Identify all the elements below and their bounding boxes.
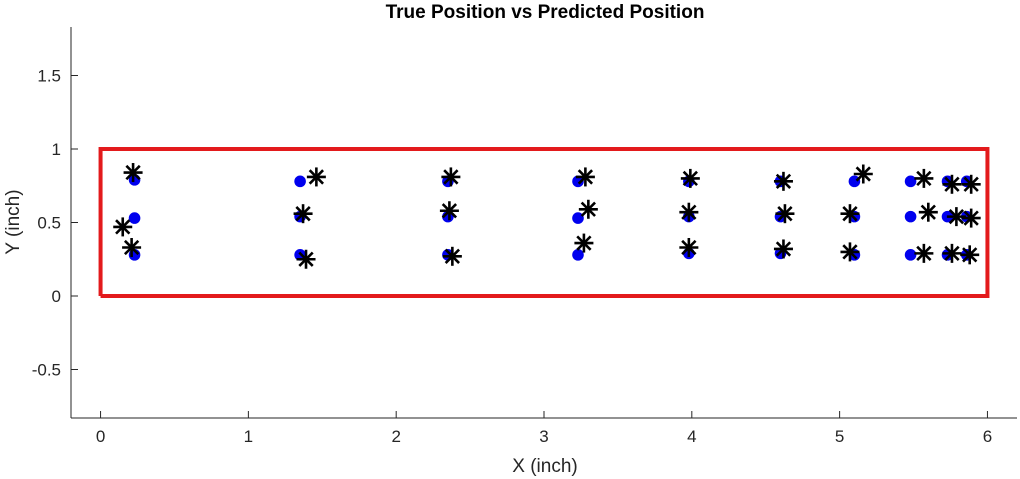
x-tick-label: 4 [687,427,696,446]
predicted-position-point [961,174,981,194]
y-tick-label: 0.5 [37,214,61,233]
boundary-rectangle [98,147,990,298]
predicted-position-point [680,168,700,188]
predicted-position-point [840,242,860,262]
predicted-position-point [293,204,313,224]
predicted-position-point [914,243,934,263]
predicted-position-point [306,167,326,187]
true-position-point [904,249,917,261]
x-tick-label: 6 [983,427,992,446]
predicted-position-point [442,246,462,266]
true-position-point [572,249,584,261]
predicted-position-point [679,237,699,257]
data-series [113,163,981,269]
predicted-position-point [840,204,860,224]
predicted-position-point [122,237,142,257]
predicted-position-point [961,208,981,228]
true-position-point [294,175,306,188]
predicted-position-point [918,202,938,222]
x-tick-label: 2 [391,427,400,446]
predicted-position-point [942,243,962,263]
predicted-position-point [575,167,595,187]
y-tick-label: 1.5 [37,67,61,86]
predicted-position-point [773,171,793,191]
predicted-position-series [113,163,981,269]
y-axis-ticks: -0.5 0 0.5 1 1.5 [32,67,78,379]
x-tick-label: 0 [96,427,105,446]
true-position-point [128,212,141,224]
predicted-position-point [914,168,934,188]
y-axis-label: Y (inch) [3,189,24,254]
y-tick-label: 1 [52,140,61,159]
chart-title: True Position vs Predicted Position [386,2,705,23]
plot-axes [70,27,1017,419]
x-axis-label: X (inch) [512,456,577,477]
predicted-position-point [578,199,598,219]
true-position-point [904,210,917,223]
predicted-position-point [679,202,699,222]
predicted-position-point [853,164,873,184]
predicted-position-point [773,239,793,259]
predicted-position-point [113,217,133,237]
predicted-position-point [441,167,461,187]
true-position-point [572,175,584,188]
predicted-position-point [574,233,594,253]
predicted-position-point [439,201,459,221]
y-tick-label: -0.5 [32,360,61,379]
predicted-position-point [296,249,316,269]
x-tick-label: 5 [835,427,844,446]
predicted-position-point [946,207,966,227]
true-position-point [904,175,917,188]
predicted-position-point [960,245,980,265]
predicted-position-point [775,204,795,224]
x-axis-ticks: 0 1 2 3 4 5 6 [96,411,992,446]
predicted-position-point [123,163,143,183]
predicted-position-point [942,174,962,194]
y-tick-label: 0 [52,287,61,306]
x-tick-label: 1 [244,427,253,446]
x-tick-label: 3 [539,427,548,446]
